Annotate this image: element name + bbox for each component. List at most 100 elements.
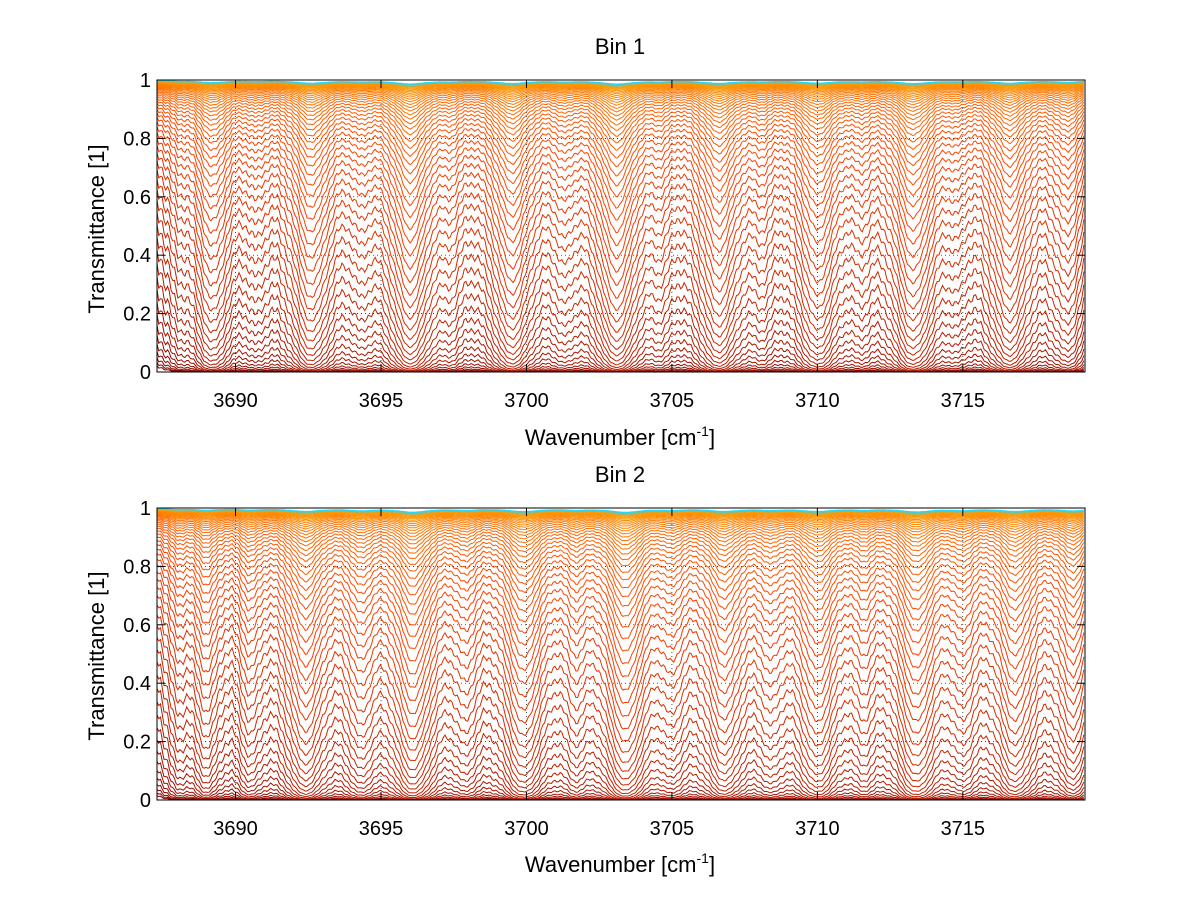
x-tick-labels: 3690 3695 3700 3705 3710 3715 [213, 390, 985, 412]
series-line [156, 614, 1085, 772]
series-line [156, 514, 1085, 542]
series-line [156, 510, 1084, 522]
series-line [156, 533, 1085, 617]
y-tick-label: 0.2 [123, 732, 151, 754]
series-line [156, 109, 1085, 209]
series-line [156, 539, 1085, 640]
series-line [156, 518, 1085, 561]
axes-box [156, 507, 1086, 801]
series-line [156, 262, 1085, 372]
x-axis-label-superscript: -1 [697, 423, 710, 439]
axes-box [156, 79, 1086, 373]
x-tick-labels: 3690 3695 3700 3705 3710 3715 [213, 818, 985, 840]
chart-title: Bin 2 [595, 462, 645, 487]
chart-panel-bin-1: Bin 1 3690 3695 3700 3705 3710 3715 0 0.2 0.4 0.… [84, 34, 1086, 450]
series-line [156, 571, 1085, 718]
axis-ticks [157, 507, 1085, 801]
series-line [156, 513, 1085, 538]
series-line [156, 81, 1084, 93]
series-line [156, 517, 1085, 555]
series-line [156, 116, 1085, 234]
series-line [156, 93, 1085, 151]
series-line [156, 512, 1085, 535]
series-line [156, 81, 1084, 90]
series-line [157, 508, 1084, 516]
series-line [156, 701, 1085, 800]
x-tick-label: 3700 [504, 818, 549, 840]
series-line [156, 523, 1085, 581]
series-line [156, 84, 1085, 106]
x-axis-label-superscript: -1 [697, 850, 710, 866]
series-line [156, 83, 1085, 101]
series-line [156, 90, 1085, 137]
y-tick-label: 1 [140, 498, 151, 520]
series-line [156, 92, 1085, 144]
x-tick-label: 3690 [213, 818, 258, 840]
series-line [156, 81, 1084, 92]
series-line [156, 543, 1085, 652]
chart-panel-bin-2: Bin 2 3690 3695 3700 3705 3710 3715 0 0.2 0.4 0.… [84, 462, 1086, 877]
series-line [156, 223, 1085, 366]
series-line [156, 512, 1085, 532]
series-line [156, 81, 1084, 91]
series-line [156, 578, 1085, 730]
x-tick-label: 3705 [650, 818, 695, 840]
series-line [156, 511, 1085, 527]
y-tick-labels: 0 0.2 0.4 0.6 0.8 1 [123, 498, 151, 812]
series-line [156, 126, 1085, 260]
x-tick-label: 3695 [359, 390, 404, 412]
series-line [156, 525, 1085, 589]
series-line [156, 105, 1085, 198]
series-line [156, 586, 1085, 742]
series-line [156, 85, 1085, 113]
series-line [156, 558, 1085, 691]
series-line [156, 637, 1085, 786]
y-tick-label: 0.4 [123, 245, 151, 267]
x-tick-label: 3695 [359, 818, 404, 840]
series-line [156, 97, 1085, 168]
series-line [157, 509, 1084, 519]
x-tick-label: 3700 [504, 390, 549, 412]
y-tick-label: 0 [140, 790, 151, 812]
series-line [156, 649, 1085, 791]
series-line [156, 83, 1085, 103]
series-line [156, 80, 1084, 88]
series-line [156, 178, 1085, 343]
series-line [156, 595, 1085, 753]
y-axis-label: Transmittance [1] [84, 144, 109, 313]
series-line [156, 211, 1085, 362]
series-line [156, 530, 1085, 607]
series-line [156, 86, 1085, 117]
series-line [156, 236, 1085, 369]
series-line [156, 604, 1085, 764]
series-line [156, 160, 1085, 323]
series-line [156, 509, 1084, 517]
series-line [156, 625, 1085, 780]
series-line [156, 515, 1085, 546]
y-tick-label: 0 [140, 362, 151, 384]
x-tick-label: 3705 [650, 390, 695, 412]
series-line [156, 674, 1085, 797]
y-tick-label: 0.6 [123, 187, 151, 209]
series-line [156, 510, 1084, 525]
series-line [156, 521, 1085, 574]
y-tick-label: 0.4 [123, 673, 151, 695]
series-line [156, 548, 1085, 665]
series-line [156, 510, 1084, 523]
series-line [156, 112, 1085, 221]
axis-ticks [157, 79, 1085, 373]
series-line [156, 688, 1085, 799]
x-axis-label: Wavenumber [cm-1] [525, 423, 715, 450]
series-line [156, 516, 1085, 550]
series-line [156, 509, 1084, 518]
series-line [156, 511, 1085, 529]
series-line [156, 80, 1084, 85]
series-line [156, 714, 1085, 800]
series-line [156, 249, 1085, 371]
series-line [156, 84, 1085, 109]
x-axis-label: Wavenumber [cm-1] [525, 850, 715, 877]
series-line [156, 121, 1085, 247]
x-tick-label: 3715 [941, 390, 986, 412]
